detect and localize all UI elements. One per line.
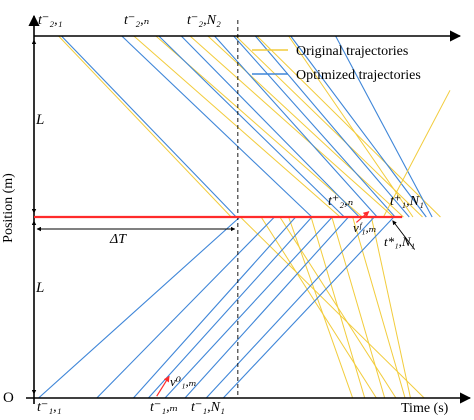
vf-arrow	[356, 211, 370, 223]
trajectory-optimized-10	[96, 216, 275, 399]
trajectory-original-4	[207, 35, 404, 218]
trajectory-original-0	[58, 35, 232, 218]
trajectory-optimized-8	[335, 35, 433, 218]
trajectory-original-11	[288, 216, 354, 399]
annotation-t-1-1: t⁻₁,₁	[37, 400, 62, 415]
trajectory-optimized-3	[180, 35, 360, 218]
annotation-t-2-n-plus: t⁺₂,ₙ	[328, 194, 354, 209]
trajectory-optimized-16	[222, 216, 395, 399]
annotation-t-2-N2: t⁻₂,N₂	[187, 13, 221, 28]
y-axis-title: Position (m)	[1, 173, 16, 243]
trajectory-optimized-0	[61, 35, 237, 218]
trajectory-optimized-4	[214, 35, 378, 218]
annotation-t-1-m: t⁻₁,ₘ	[150, 400, 178, 415]
trajectory-optimized-14	[184, 216, 349, 399]
trajectory-leaving-0	[382, 90, 451, 218]
origin-label: O	[3, 390, 14, 406]
trajectory-optimized-15	[205, 216, 375, 399]
trajectory-optimized-5	[233, 35, 396, 218]
delta-T-label: ΔT	[109, 232, 127, 247]
v0-arrow	[156, 375, 170, 397]
trajectories	[38, 35, 451, 399]
annotation-t-1-N1-plus: t⁺₁,N₁	[390, 194, 424, 209]
annotation-t-2-n: t⁻₂,ₙ	[124, 13, 150, 28]
trajectory-original-3	[189, 35, 394, 218]
x-axis-title: Time (s)	[401, 401, 449, 416]
trajectory-optimized-11	[133, 216, 297, 399]
legend-label-original: Original trajectories	[296, 44, 408, 59]
annotation-v-1-m-f: vᶠ₁,ₘ	[353, 220, 377, 235]
trajectory-original-9	[260, 216, 377, 399]
trajectory-original-14	[352, 216, 406, 399]
trajectory-original-8	[239, 216, 425, 399]
trajectory-optimized-7	[290, 35, 427, 218]
trajectory-original-6	[256, 35, 441, 218]
trajectory-optimized-12	[147, 216, 313, 399]
annotation-t-1-N1-star: t*₁,N₁	[384, 234, 415, 249]
trajectory-optimized-2	[158, 35, 345, 218]
trajectory-original-7	[288, 35, 414, 218]
annotation-t-1-N1: t⁻₁,N₁	[191, 400, 225, 415]
trajectory-original-5	[235, 35, 423, 218]
t1N1-star-arrow	[392, 220, 415, 250]
annotation-t-2-1: t⁻₂,₁	[38, 13, 63, 28]
legend: Original trajectories Optimized trajecto…	[252, 44, 421, 83]
trajectory-optimized-9	[38, 216, 241, 399]
L-bottom-label: L	[35, 280, 44, 296]
trajectory-original-12	[310, 216, 366, 399]
L-top-label: L	[35, 112, 44, 128]
trajectory-original-13	[331, 216, 386, 399]
trajectory-original-15	[370, 216, 411, 399]
trajectory-original-1	[133, 35, 341, 218]
trajectory-optimized-1	[121, 35, 313, 218]
trajectory-optimized-13	[164, 216, 333, 399]
annotation-v-1-m-0: v⁰₁,ₘ	[170, 374, 197, 389]
legend-label-optimized: Optimized trajectories	[296, 68, 421, 83]
trajectory-optimized-6	[254, 35, 410, 218]
